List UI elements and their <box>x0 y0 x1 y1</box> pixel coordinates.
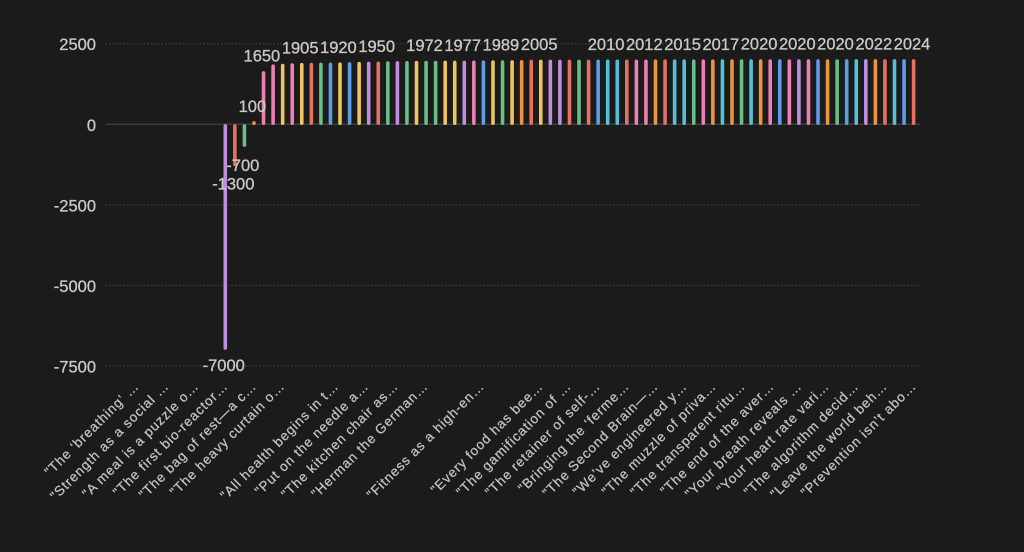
svg-text:-700: -700 <box>226 157 259 175</box>
svg-text:100: 100 <box>239 98 267 116</box>
svg-text:-5000: -5000 <box>54 278 96 296</box>
svg-text:2024: 2024 <box>894 36 931 54</box>
svg-text:1650: 1650 <box>244 48 281 66</box>
svg-text:2012: 2012 <box>626 36 663 54</box>
svg-text:2005: 2005 <box>521 36 558 54</box>
svg-text:1950: 1950 <box>358 38 395 56</box>
svg-text:2020: 2020 <box>741 36 778 54</box>
svg-text:2015: 2015 <box>664 36 701 54</box>
svg-text:2022: 2022 <box>855 36 892 54</box>
svg-text:-2500: -2500 <box>54 197 96 215</box>
svg-text:-7000: -7000 <box>203 357 245 375</box>
svg-text:1977: 1977 <box>444 37 481 55</box>
svg-text:0: 0 <box>87 117 96 135</box>
svg-text:2020: 2020 <box>817 36 854 54</box>
svg-text:1972: 1972 <box>406 37 443 55</box>
svg-text:-7500: -7500 <box>54 359 96 377</box>
svg-text:2020: 2020 <box>779 36 816 54</box>
svg-text:2017: 2017 <box>702 36 739 54</box>
svg-text:2500: 2500 <box>59 36 96 54</box>
svg-text:1905: 1905 <box>282 39 319 57</box>
svg-text:-1300: -1300 <box>212 176 254 194</box>
svg-text:2010: 2010 <box>588 36 625 54</box>
svg-text:1989: 1989 <box>483 37 520 55</box>
svg-text:1920: 1920 <box>320 39 357 57</box>
